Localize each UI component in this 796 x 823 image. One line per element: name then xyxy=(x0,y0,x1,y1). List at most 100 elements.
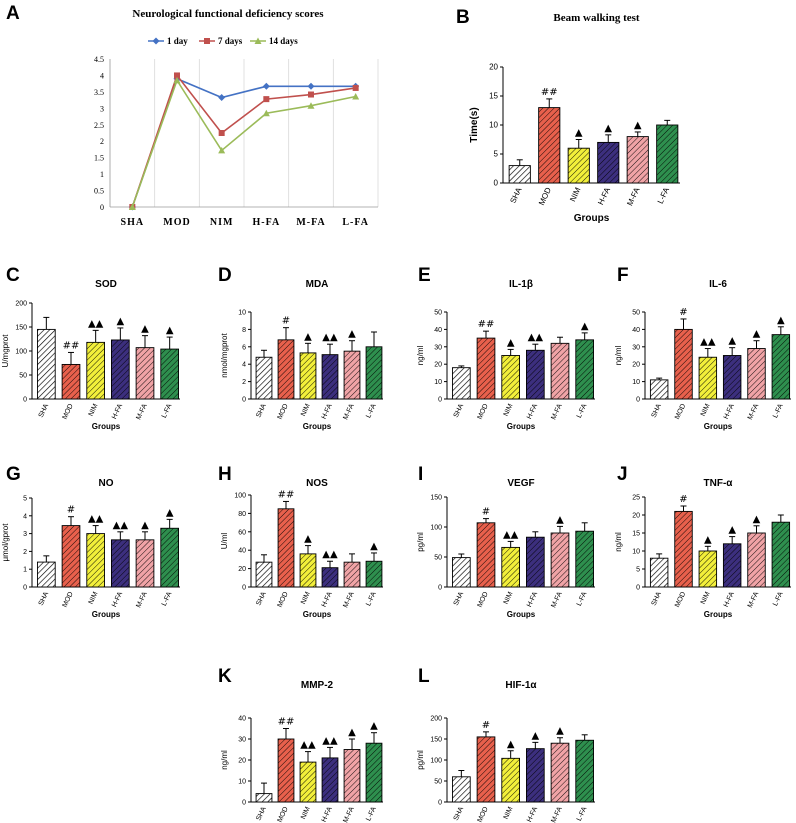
x-tick-label: M-FA xyxy=(135,591,149,609)
y-tick-label: 10 xyxy=(238,779,246,786)
significance-mark: # xyxy=(482,507,490,518)
y-tick-label: 50 xyxy=(434,779,442,786)
data-point-diamond xyxy=(262,82,270,90)
legend-label: 7 days xyxy=(218,36,243,46)
y-tick-label: 5 xyxy=(494,150,499,159)
bar-l-fa xyxy=(160,348,179,400)
chart-title: NO xyxy=(99,478,114,489)
y-tick-label: 0 xyxy=(242,585,246,592)
y-tick-label: 4 xyxy=(100,71,104,80)
y-tick-label: 20 xyxy=(238,758,246,765)
data-point-diamond xyxy=(152,37,160,45)
x-tick-label: H-FA xyxy=(526,806,539,823)
y-tick-label: 0.5 xyxy=(94,187,104,196)
x-tick-label: L-FA xyxy=(161,403,174,420)
y-tick-label: 0 xyxy=(438,585,442,592)
data-point-triangle xyxy=(218,146,226,154)
chart-title: Neurological functional deficiency score… xyxy=(132,8,324,20)
bar-nim xyxy=(86,341,105,400)
data-point-square xyxy=(174,72,180,79)
panel-label: G xyxy=(6,464,21,485)
y-tick-label: 200 xyxy=(15,301,27,308)
data-point-square xyxy=(218,130,225,136)
panel-label: D xyxy=(218,265,232,286)
significance-mark: ## xyxy=(278,717,295,728)
bar-sha xyxy=(508,165,531,184)
bar-l-fa xyxy=(771,521,791,588)
significance-mark: ▲ xyxy=(141,520,149,531)
significance-mark: ▲ xyxy=(581,321,589,332)
bar-m-fa xyxy=(626,136,649,184)
significance-mark: ▲ xyxy=(728,525,736,536)
series-line-2 xyxy=(131,73,356,208)
y-tick-label: 0 xyxy=(636,585,640,592)
x-tick-label: NIM xyxy=(503,806,515,821)
bar-l-fa xyxy=(365,742,383,803)
y-tick-label: 200 xyxy=(430,716,442,723)
x-tick-label: M-FA xyxy=(342,806,356,823)
bar-h-fa xyxy=(321,567,339,588)
significance-mark: ▲ xyxy=(507,739,515,750)
significance-mark: # xyxy=(679,307,687,318)
bar-l-fa xyxy=(656,124,679,184)
significance-mark: ▲ xyxy=(753,329,761,340)
y-tick-label: 10 xyxy=(632,549,640,556)
significance-mark: ▲▲ xyxy=(528,332,544,343)
data-point-triangle xyxy=(262,109,270,117)
y-tick-label: 60 xyxy=(238,529,246,536)
significance-mark: ▲▲ xyxy=(700,337,716,348)
x-axis-label: Groups xyxy=(92,610,121,619)
bar-h-fa xyxy=(722,355,742,400)
y-tick-label: 0 xyxy=(23,585,27,592)
data-point-triangle xyxy=(128,203,136,210)
x-tick-label: H-FA xyxy=(321,806,334,823)
bar-mod xyxy=(61,525,81,588)
x-tick-label: NIM xyxy=(210,217,234,228)
significance-mark: ▲ xyxy=(166,325,174,336)
bar-sha xyxy=(452,557,471,588)
y-tick-label: 100 xyxy=(234,493,246,500)
x-tick-label: MOD xyxy=(277,403,290,421)
significance-mark: ## xyxy=(63,340,80,351)
x-tick-label: MOD xyxy=(537,186,553,207)
x-tick-label: SHA xyxy=(121,217,145,228)
y-tick-label: 10 xyxy=(434,379,442,386)
data-point-diamond xyxy=(307,82,315,90)
significance-mark: ▲ xyxy=(634,120,642,131)
y-axis-label: U/mgprot xyxy=(1,334,10,368)
panel-label: H xyxy=(218,464,232,485)
bar-mod xyxy=(61,363,81,400)
bar-l-fa xyxy=(771,334,791,400)
y-tick-label: 2 xyxy=(100,137,104,146)
x-axis-label: Groups xyxy=(303,422,332,431)
x-tick-label: MOD xyxy=(477,403,490,421)
significance-mark: # xyxy=(282,316,290,327)
x-tick-label: H-FA xyxy=(723,403,736,421)
y-tick-label: 40 xyxy=(238,548,246,555)
bar-mod xyxy=(277,339,295,400)
x-tick-label: L-FA xyxy=(576,806,589,823)
y-axis-label: ng/ml xyxy=(220,750,229,770)
y-axis-label: pg/ml xyxy=(416,532,425,552)
bar-h-fa xyxy=(722,543,742,588)
x-tick-label: MOD xyxy=(674,403,687,421)
x-axis-label: Groups xyxy=(303,610,332,619)
significance-mark: ▲▲ xyxy=(113,520,129,531)
panel-G: G NO 0 1 2 3 4 5 μmol/gprot SHA # MOD ▲▲ NIM ▲▲ H-FA ▲ M-… xyxy=(1,464,180,619)
x-tick-label: NIM xyxy=(88,591,100,606)
y-tick-label: 150 xyxy=(430,495,442,502)
significance-mark: ▲ xyxy=(575,128,583,139)
panel-L: L HIF-1α 0 50 100 150 200 pg/ml SHA # MOD ▲ NIM ▲ H-FA… xyxy=(416,666,595,823)
x-tick-label: SHA xyxy=(651,591,664,607)
bar-mod xyxy=(277,508,295,588)
y-axis-label: ng/ml xyxy=(416,345,425,365)
y-axis-label: U/ml xyxy=(220,533,229,550)
y-tick-label: 30 xyxy=(632,344,640,351)
bar-nim xyxy=(501,355,520,400)
y-tick-label: 50 xyxy=(632,310,640,317)
x-axis-label: Groups xyxy=(507,422,536,431)
significance-mark: ▲ xyxy=(116,316,124,327)
significance-mark: ▲ xyxy=(304,534,312,545)
x-tick-label: SHA xyxy=(453,591,466,607)
x-axis-label: Groups xyxy=(704,610,733,619)
